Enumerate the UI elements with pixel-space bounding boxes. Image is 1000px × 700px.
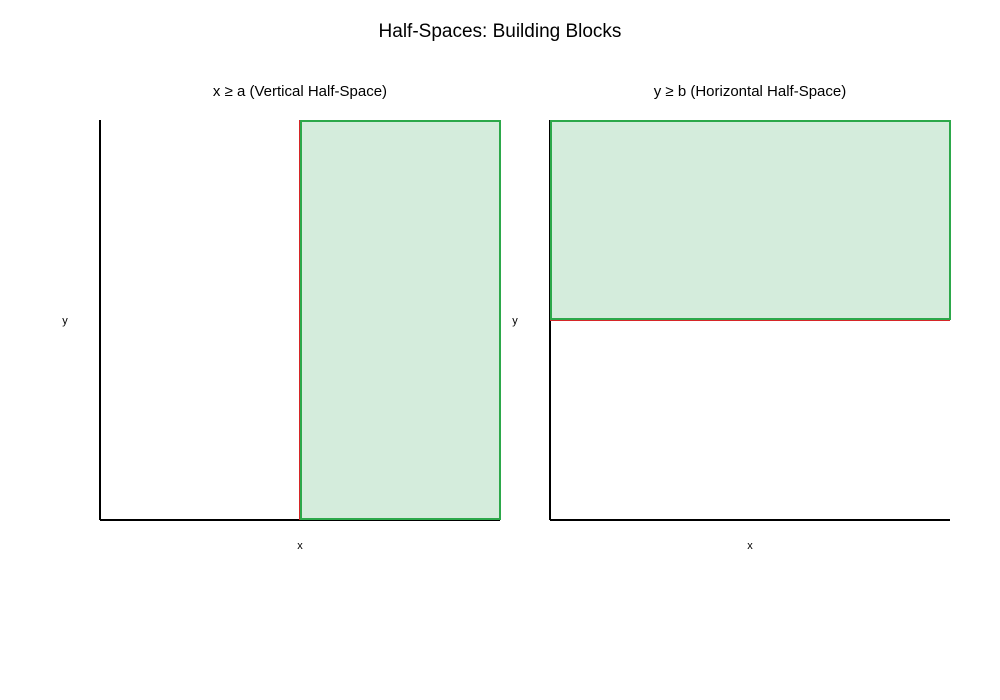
panel-title: y ≥ b (Horizontal Half-Space)	[654, 83, 846, 100]
x-axis-label: x	[297, 540, 303, 552]
panel-title: x ≥ a (Vertical Half-Space)	[213, 83, 387, 100]
x-axis-label: x	[747, 540, 753, 552]
y-axis-label: y	[512, 315, 518, 327]
y-axis-label: y	[62, 315, 68, 327]
panel-horizontal: y ≥ b (Horizontal Half-Space) x y	[512, 83, 951, 552]
figure-title: Half-Spaces: Building Blocks	[379, 21, 622, 42]
half-space-region	[550, 120, 951, 320]
half-space-region	[300, 120, 501, 520]
panel-vertical: x ≥ a (Vertical Half-Space) x y	[62, 83, 501, 552]
